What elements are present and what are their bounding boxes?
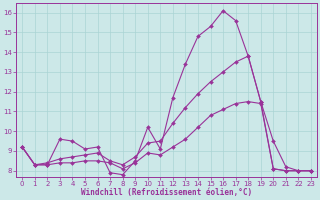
X-axis label: Windchill (Refroidissement éolien,°C): Windchill (Refroidissement éolien,°C) xyxy=(81,188,252,197)
